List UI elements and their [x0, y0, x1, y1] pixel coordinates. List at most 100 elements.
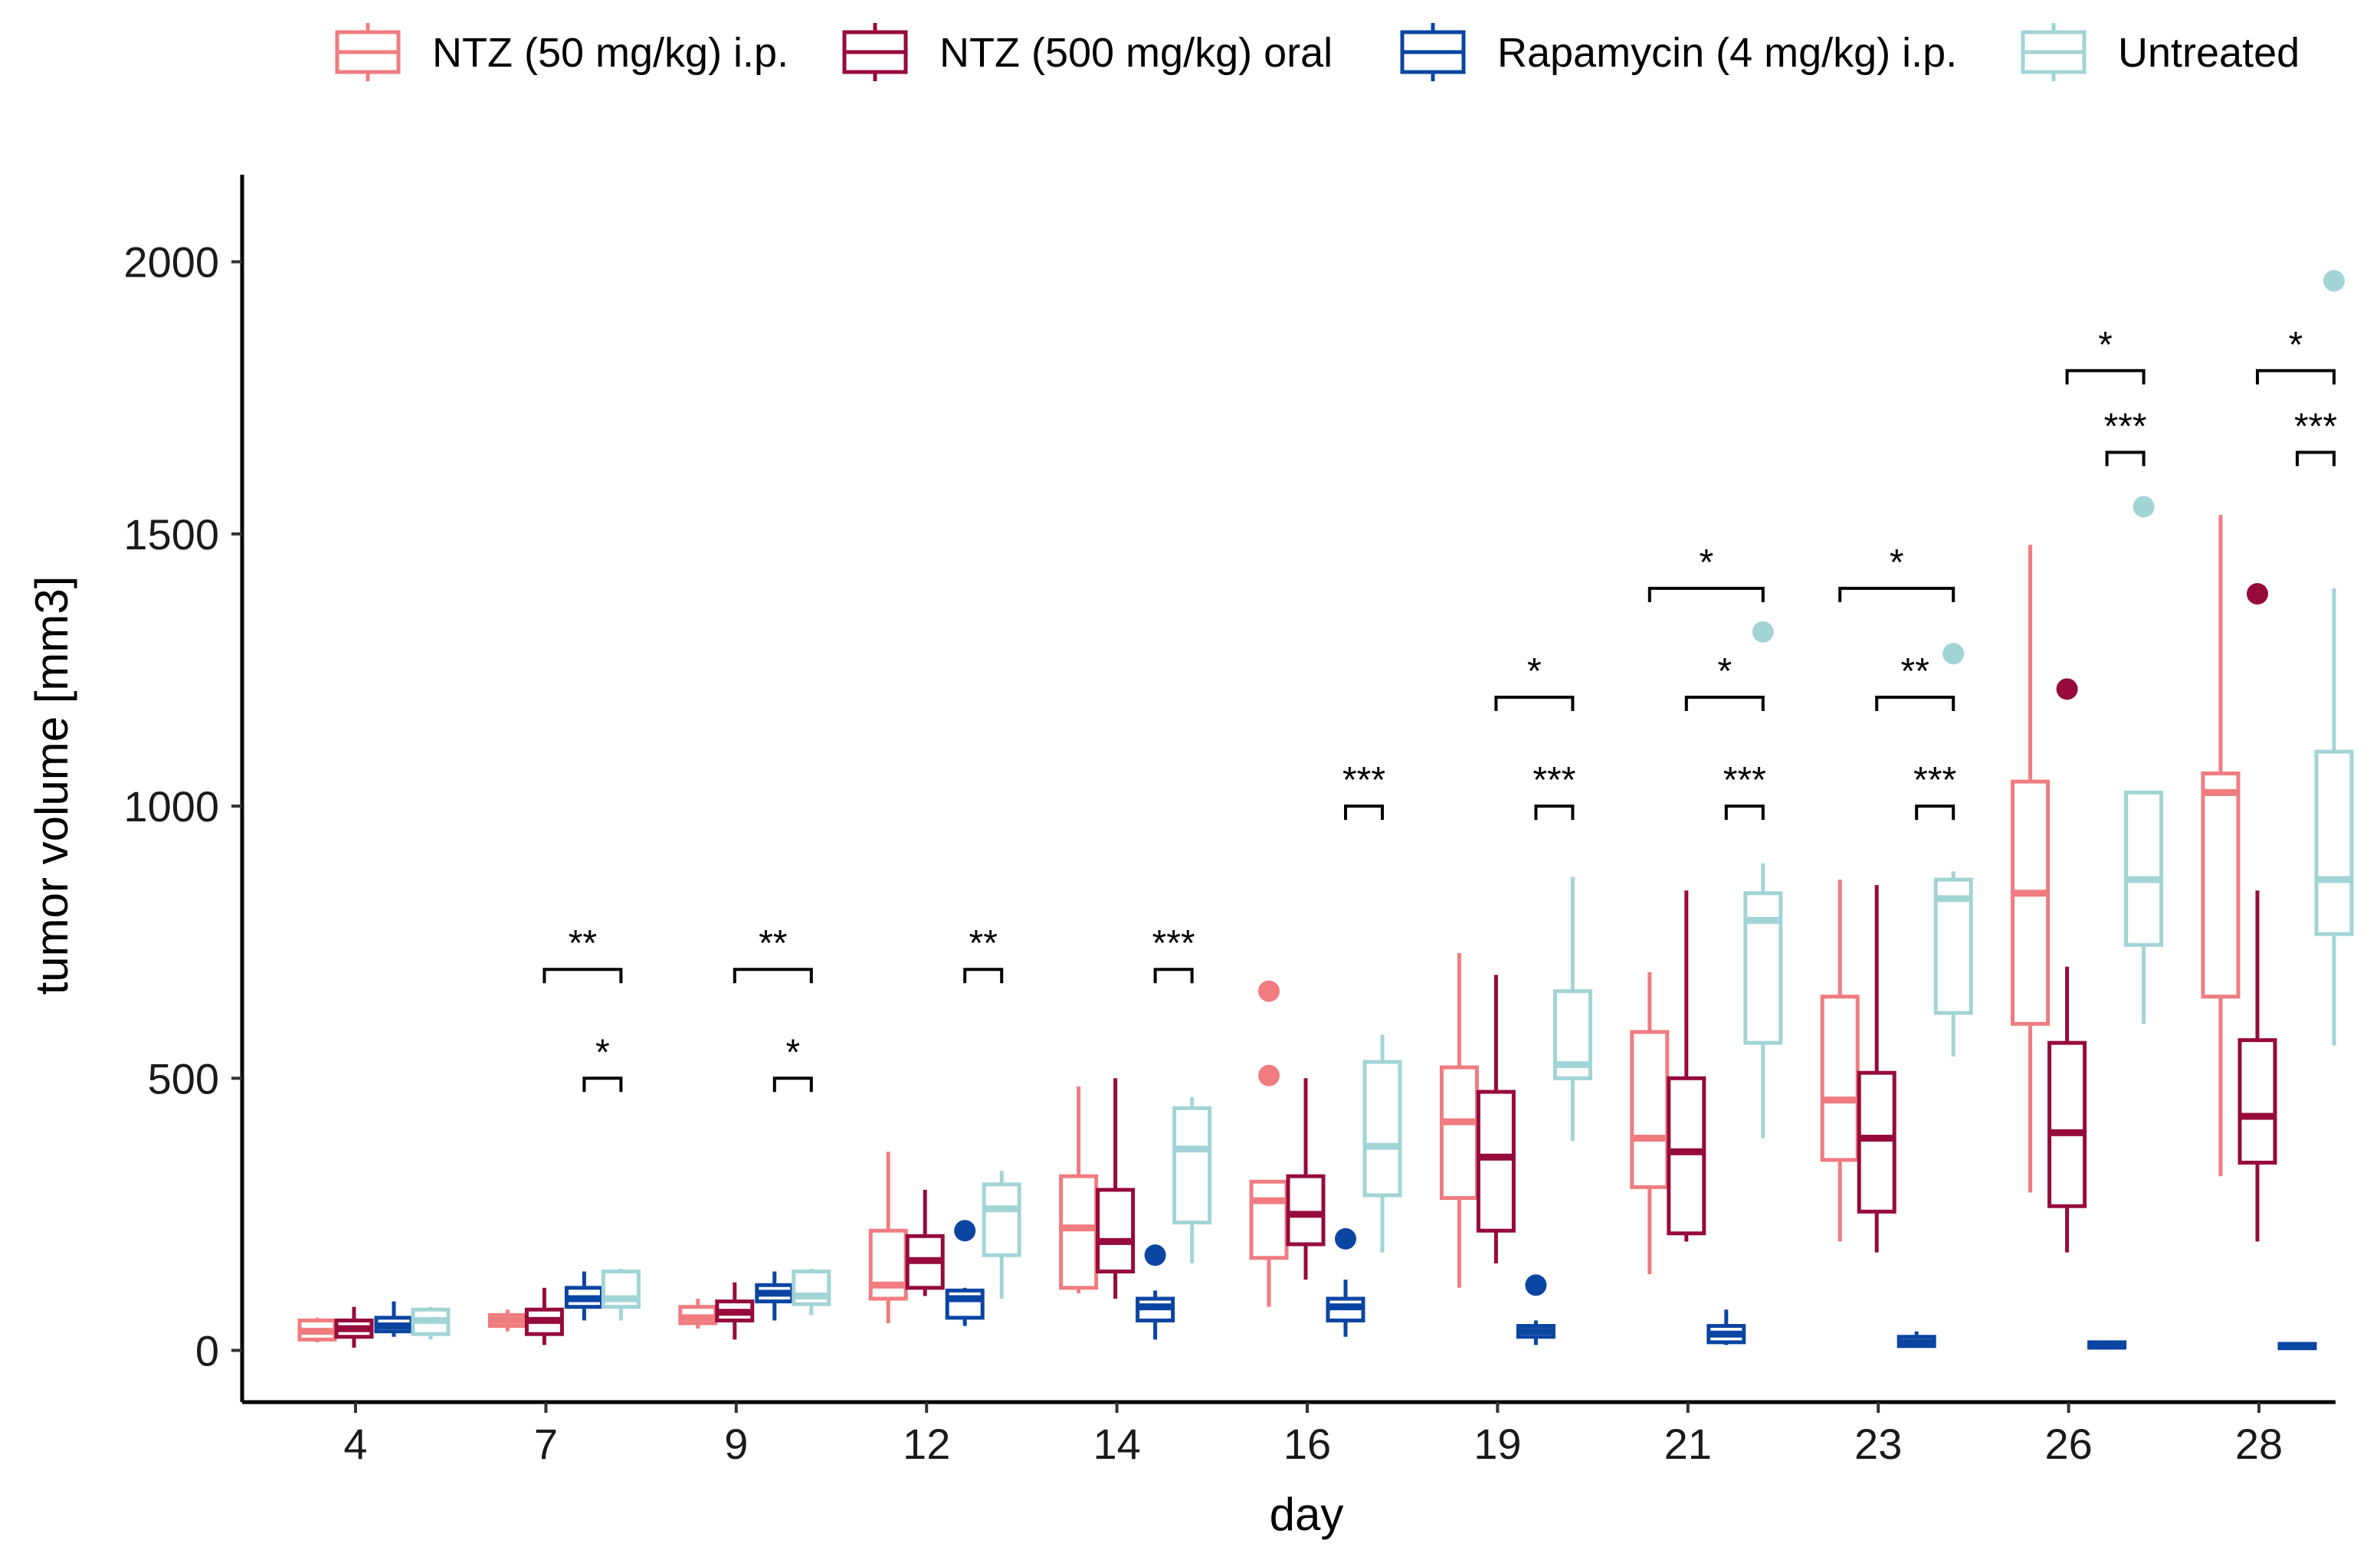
x-tick-label: 4: [343, 1420, 367, 1468]
significance-label: *: [595, 1032, 610, 1073]
box: [2237, 1038, 2277, 1165]
box: [1059, 1174, 1099, 1290]
bracket-line: [1875, 696, 1955, 712]
bracket-line: [2065, 369, 2146, 385]
box: [982, 1182, 1021, 1257]
bracket-line: [582, 1076, 623, 1093]
legend-label: Rapamycin (4 mg/kg) i.p.: [1497, 30, 1957, 76]
box: [1476, 1090, 1516, 1233]
significance-label: *: [1527, 651, 1542, 692]
significance-bracket: *: [2065, 325, 2146, 385]
x-tick-label: 28: [2235, 1420, 2283, 1468]
bracket-line: [1647, 586, 1765, 602]
bracket-line: [1494, 696, 1575, 712]
bracket-line: [1344, 804, 1384, 821]
box: [2124, 790, 2164, 947]
bracket-line: [1534, 804, 1575, 821]
axes: 0 500 1000 1500 2000 4 7 9 12 14 16 19 21 23 26 28: [123, 175, 2336, 1468]
significance-label: ***: [1723, 760, 1766, 801]
legend-item-1: NTZ (500 mg/kg) oral: [842, 23, 1333, 81]
significance-label: *: [785, 1032, 800, 1073]
bracket-line: [772, 1076, 813, 1093]
box: [1857, 1070, 1896, 1214]
series-2: [374, 1220, 2317, 1351]
y-tick-label: 2000: [123, 238, 219, 287]
series-1: [334, 583, 2277, 1348]
legend-item-2: Rapamycin (4 mg/kg) i.p.: [1400, 23, 1957, 81]
box: [1743, 891, 1783, 1045]
x-tick-label: 16: [1283, 1420, 1331, 1468]
significance-label: **: [569, 923, 597, 964]
significance-bracket: ***: [2294, 406, 2337, 467]
significance-bracket: *: [582, 1032, 623, 1093]
outlier-point: [1258, 980, 1280, 1002]
significance-label: ***: [1533, 760, 1575, 801]
y-axis-title: tumor volume [mm3]: [26, 576, 77, 995]
outlier-point: [1258, 1064, 1280, 1086]
significance-bracket: *: [1684, 651, 1765, 712]
significance-bracket: **: [1875, 651, 1955, 712]
x-tick-label: 26: [2044, 1420, 2092, 1468]
bracket-line: [1838, 586, 1955, 602]
box: [1172, 1106, 1212, 1225]
legend-item-3: Untreated: [2021, 23, 2300, 81]
bracket-line: [2256, 369, 2336, 385]
legend-label: Untreated: [2118, 30, 2300, 76]
significance-label: *: [2098, 325, 2113, 365]
x-tick-label: 23: [1854, 1420, 1902, 1468]
bracket-line: [1915, 804, 1955, 821]
y-tick-label: 1000: [123, 782, 219, 831]
outlier-point: [1942, 643, 1965, 665]
significance-label: ***: [2104, 406, 2147, 447]
significance-bracket: ***: [1533, 760, 1575, 821]
outlier-point: [2132, 496, 2155, 518]
box: [2314, 749, 2354, 936]
y-tick-label: 1500: [123, 510, 219, 559]
outlier-point: [1752, 621, 1774, 643]
bracket-line: [2105, 451, 2146, 467]
significance-label: *: [1890, 542, 1904, 583]
outlier-point: [2056, 678, 2078, 700]
outlier-point: [2247, 583, 2268, 605]
significance-label: *: [1717, 651, 1732, 692]
significance-bracket: *: [1647, 542, 1765, 602]
box: [1439, 1065, 1479, 1201]
bracket-line: [733, 968, 813, 984]
significance-label: ***: [1913, 760, 1956, 801]
legend-label: NTZ (500 mg/kg) oral: [939, 30, 1333, 76]
box: [1667, 1076, 1706, 1236]
box: [1630, 1030, 1670, 1189]
x-tick-label: 9: [724, 1420, 748, 1468]
outlier-point: [1335, 1227, 1356, 1250]
x-tick-label: 21: [1664, 1420, 1712, 1468]
legend-label: NTZ (50 mg/kg) i.p.: [432, 30, 788, 76]
x-tick-label: 12: [903, 1420, 950, 1468]
significance-label: *: [2289, 325, 2303, 365]
bracket-line: [1724, 804, 1765, 821]
significance-label: ***: [1342, 760, 1385, 801]
y-tick-label: 500: [148, 1054, 219, 1103]
significance-bracket: *: [1494, 651, 1575, 712]
box: [1362, 1060, 1402, 1198]
significance-bracket: **: [733, 923, 813, 984]
significance-label: **: [1901, 651, 1929, 692]
box: [2201, 771, 2241, 999]
box-layer: [297, 270, 2354, 1351]
x-axis-title: day: [1270, 1489, 1344, 1540]
significance-label: ***: [2294, 406, 2337, 447]
bracket-line: [543, 968, 623, 984]
significance-bracket: **: [963, 923, 1004, 984]
significance-annotations: ******** ****** ***********************: [543, 325, 2337, 1093]
significance-bracket: *: [772, 1032, 813, 1093]
significance-bracket: ***: [1723, 760, 1766, 821]
significance-label: ***: [1152, 923, 1195, 964]
significance-bracket: **: [543, 923, 623, 984]
y-tick-label: 0: [195, 1327, 219, 1375]
outlier-point: [954, 1220, 976, 1242]
box: [2011, 779, 2051, 1026]
significance-label: **: [969, 923, 998, 964]
legend-item-0: NTZ (50 mg/kg) i.p.: [335, 23, 788, 81]
bracket-line: [1684, 696, 1765, 712]
significance-bracket: *: [2256, 325, 2336, 385]
